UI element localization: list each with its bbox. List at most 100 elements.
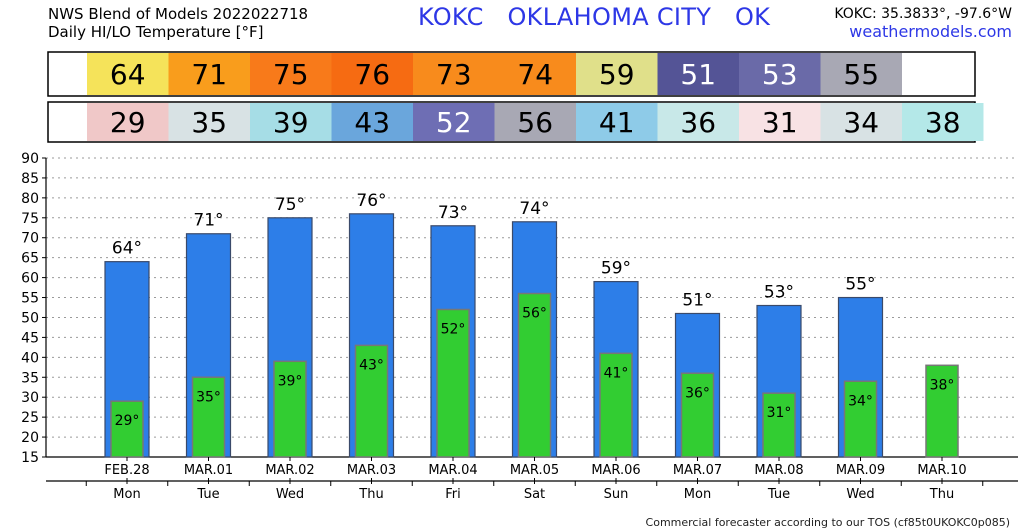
high-box [168,53,250,95]
y-tick-label: 20 [21,430,39,446]
high-temp-label: 51° [682,290,712,310]
weekday-label: Thu [358,487,383,502]
low-temp-bar [680,372,715,458]
high-box-value: 53 [762,58,798,91]
high-box [494,53,576,95]
low-temp-bar [354,344,389,458]
high-box [87,53,169,95]
chart-title: NWS Blend of Models 2022022718 [48,5,309,23]
date-label: MAR.02 [265,463,314,478]
y-tick-label: 15 [21,450,39,466]
low-box-value: 41 [599,106,635,139]
y-tick-label: 60 [21,271,39,287]
low-temp-label: 41° [604,365,629,381]
y-tick-label: 80 [21,191,39,207]
date-label: MAR.09 [836,463,885,478]
date-label: MAR.10 [917,463,966,478]
y-tick-label: 30 [21,390,39,406]
high-box [657,53,739,95]
date-label: MAR.03 [347,463,396,478]
y-tick-label: 40 [21,350,39,366]
high-temp-label: 74° [519,199,549,219]
y-tick-label: 55 [21,291,39,307]
high-box [576,53,658,95]
weekday-label: Mon [684,487,711,502]
bars: 64° 29° 71° 35° 75° 39° 76° 43° 73° 52° 74° 56° 59° 4… [104,191,959,458]
high-box-value: 55 [843,58,879,91]
high-box-value: 73 [436,58,472,91]
date-label: MAR.07 [673,463,722,478]
high-box-value: 64 [110,58,146,91]
date-label: MAR.04 [428,463,477,478]
high-box-value: 74 [517,58,553,91]
high-temp-label: 76° [356,191,386,211]
high-box [413,53,495,95]
low-temp-label: 34° [848,393,873,409]
weekday-label: Wed [846,487,874,502]
low-box [331,103,413,141]
y-axis: 15 20 25 30 35 40 45 50 55 60 65 70 75 80 85 90 [21,151,1018,466]
y-tick-label: 70 [21,231,39,247]
low-temp-bar [436,308,470,458]
low-temp-label: 56° [522,306,547,322]
high-box-value: 51 [680,58,716,91]
low-box [168,103,250,141]
high-box [250,53,332,95]
low-box [494,103,576,141]
low-box-value: 43 [354,106,390,139]
low-box-value: 36 [680,106,716,139]
y-tick-label: 90 [21,151,39,167]
low-temp-bar [925,364,959,458]
date-label: MAR.08 [754,463,803,478]
x-axis: FEB.28 Mon MAR.01 Tue MAR.02 Wed MAR.03 Thu MAR.… [46,457,1018,502]
low-box-value: 52 [436,106,472,139]
low-box [413,103,495,141]
low-box [576,103,658,141]
station-name: KOKC OKLAHOMA CITY OK [418,3,771,31]
high-box [820,53,902,95]
y-tick-label: 25 [21,410,39,426]
low-box-value: 56 [517,106,553,139]
high-temp-label: 64° [112,239,142,259]
y-tick-label: 75 [21,211,39,227]
low-box [87,103,169,141]
weekday-label: Fri [445,487,461,502]
website-link[interactable]: weathermodels.com [849,22,1012,41]
date-label: MAR.05 [510,463,559,478]
y-tick-label: 45 [21,330,39,346]
low-temp-label: 35° [196,389,221,405]
low-temp-label: 29° [115,413,140,429]
date-label: FEB.28 [104,463,149,478]
low-box [250,103,332,141]
date-label: MAR.06 [591,463,640,478]
high-temperature-strip: 64 71 75 76 73 74 59 51 53 55 [47,51,976,97]
high-box-value: 71 [191,58,227,91]
low-temp-label: 36° [685,385,710,401]
chart-subtitle: Daily HI/LO Temperature [°F] [48,23,264,41]
low-temp-bar [843,380,878,458]
station-coordinates: KOKC: 35.3833°, -97.6°W [834,6,1012,22]
high-temp-label: 71° [193,211,223,231]
low-box [739,103,821,141]
y-tick-label: 50 [21,310,39,326]
weekday-label: Sun [604,487,629,502]
low-temp-label: 39° [278,373,303,389]
low-temp-bar [191,376,226,458]
low-temp-bar [517,292,552,458]
low-box [820,103,902,141]
low-box [902,103,984,141]
low-temperature-strip: 29 35 39 43 52 56 41 36 31 34 38 [47,101,984,143]
low-box-value: 29 [110,106,146,139]
low-box-value: 38 [925,106,961,139]
weekday-label: Wed [276,487,304,502]
y-tick-label: 85 [21,171,39,187]
footer-note: Commercial forecaster according to our T… [645,516,1010,529]
high-box-value: 75 [273,58,309,91]
weekday-label: Sat [524,487,545,502]
high-box-value: 59 [599,58,635,91]
high-box [739,53,821,95]
high-temp-label: 59° [601,259,631,279]
high-temp-label: 73° [438,203,468,223]
low-box [657,103,739,141]
